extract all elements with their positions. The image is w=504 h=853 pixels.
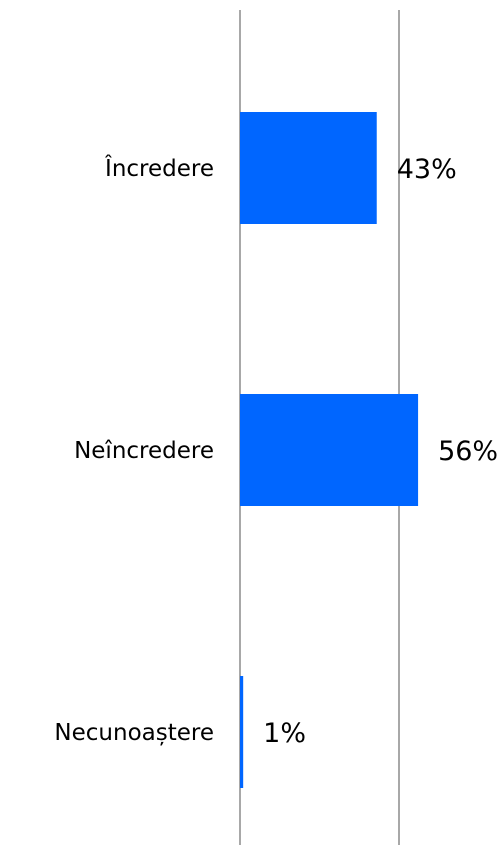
data-label: 1% (263, 718, 306, 749)
category-label: Necunoaștere (54, 720, 214, 746)
labels: Încredere 43% Neîncredere 56% Necunoaștere 1% (54, 154, 498, 749)
data-label: 56% (438, 436, 498, 467)
bar (240, 394, 419, 506)
category-label: Încredere (104, 154, 214, 182)
data-label: 43% (397, 154, 457, 185)
bars (240, 112, 419, 788)
bar (240, 112, 377, 224)
bar (240, 676, 244, 788)
category-label: Neîncredere (74, 438, 214, 464)
